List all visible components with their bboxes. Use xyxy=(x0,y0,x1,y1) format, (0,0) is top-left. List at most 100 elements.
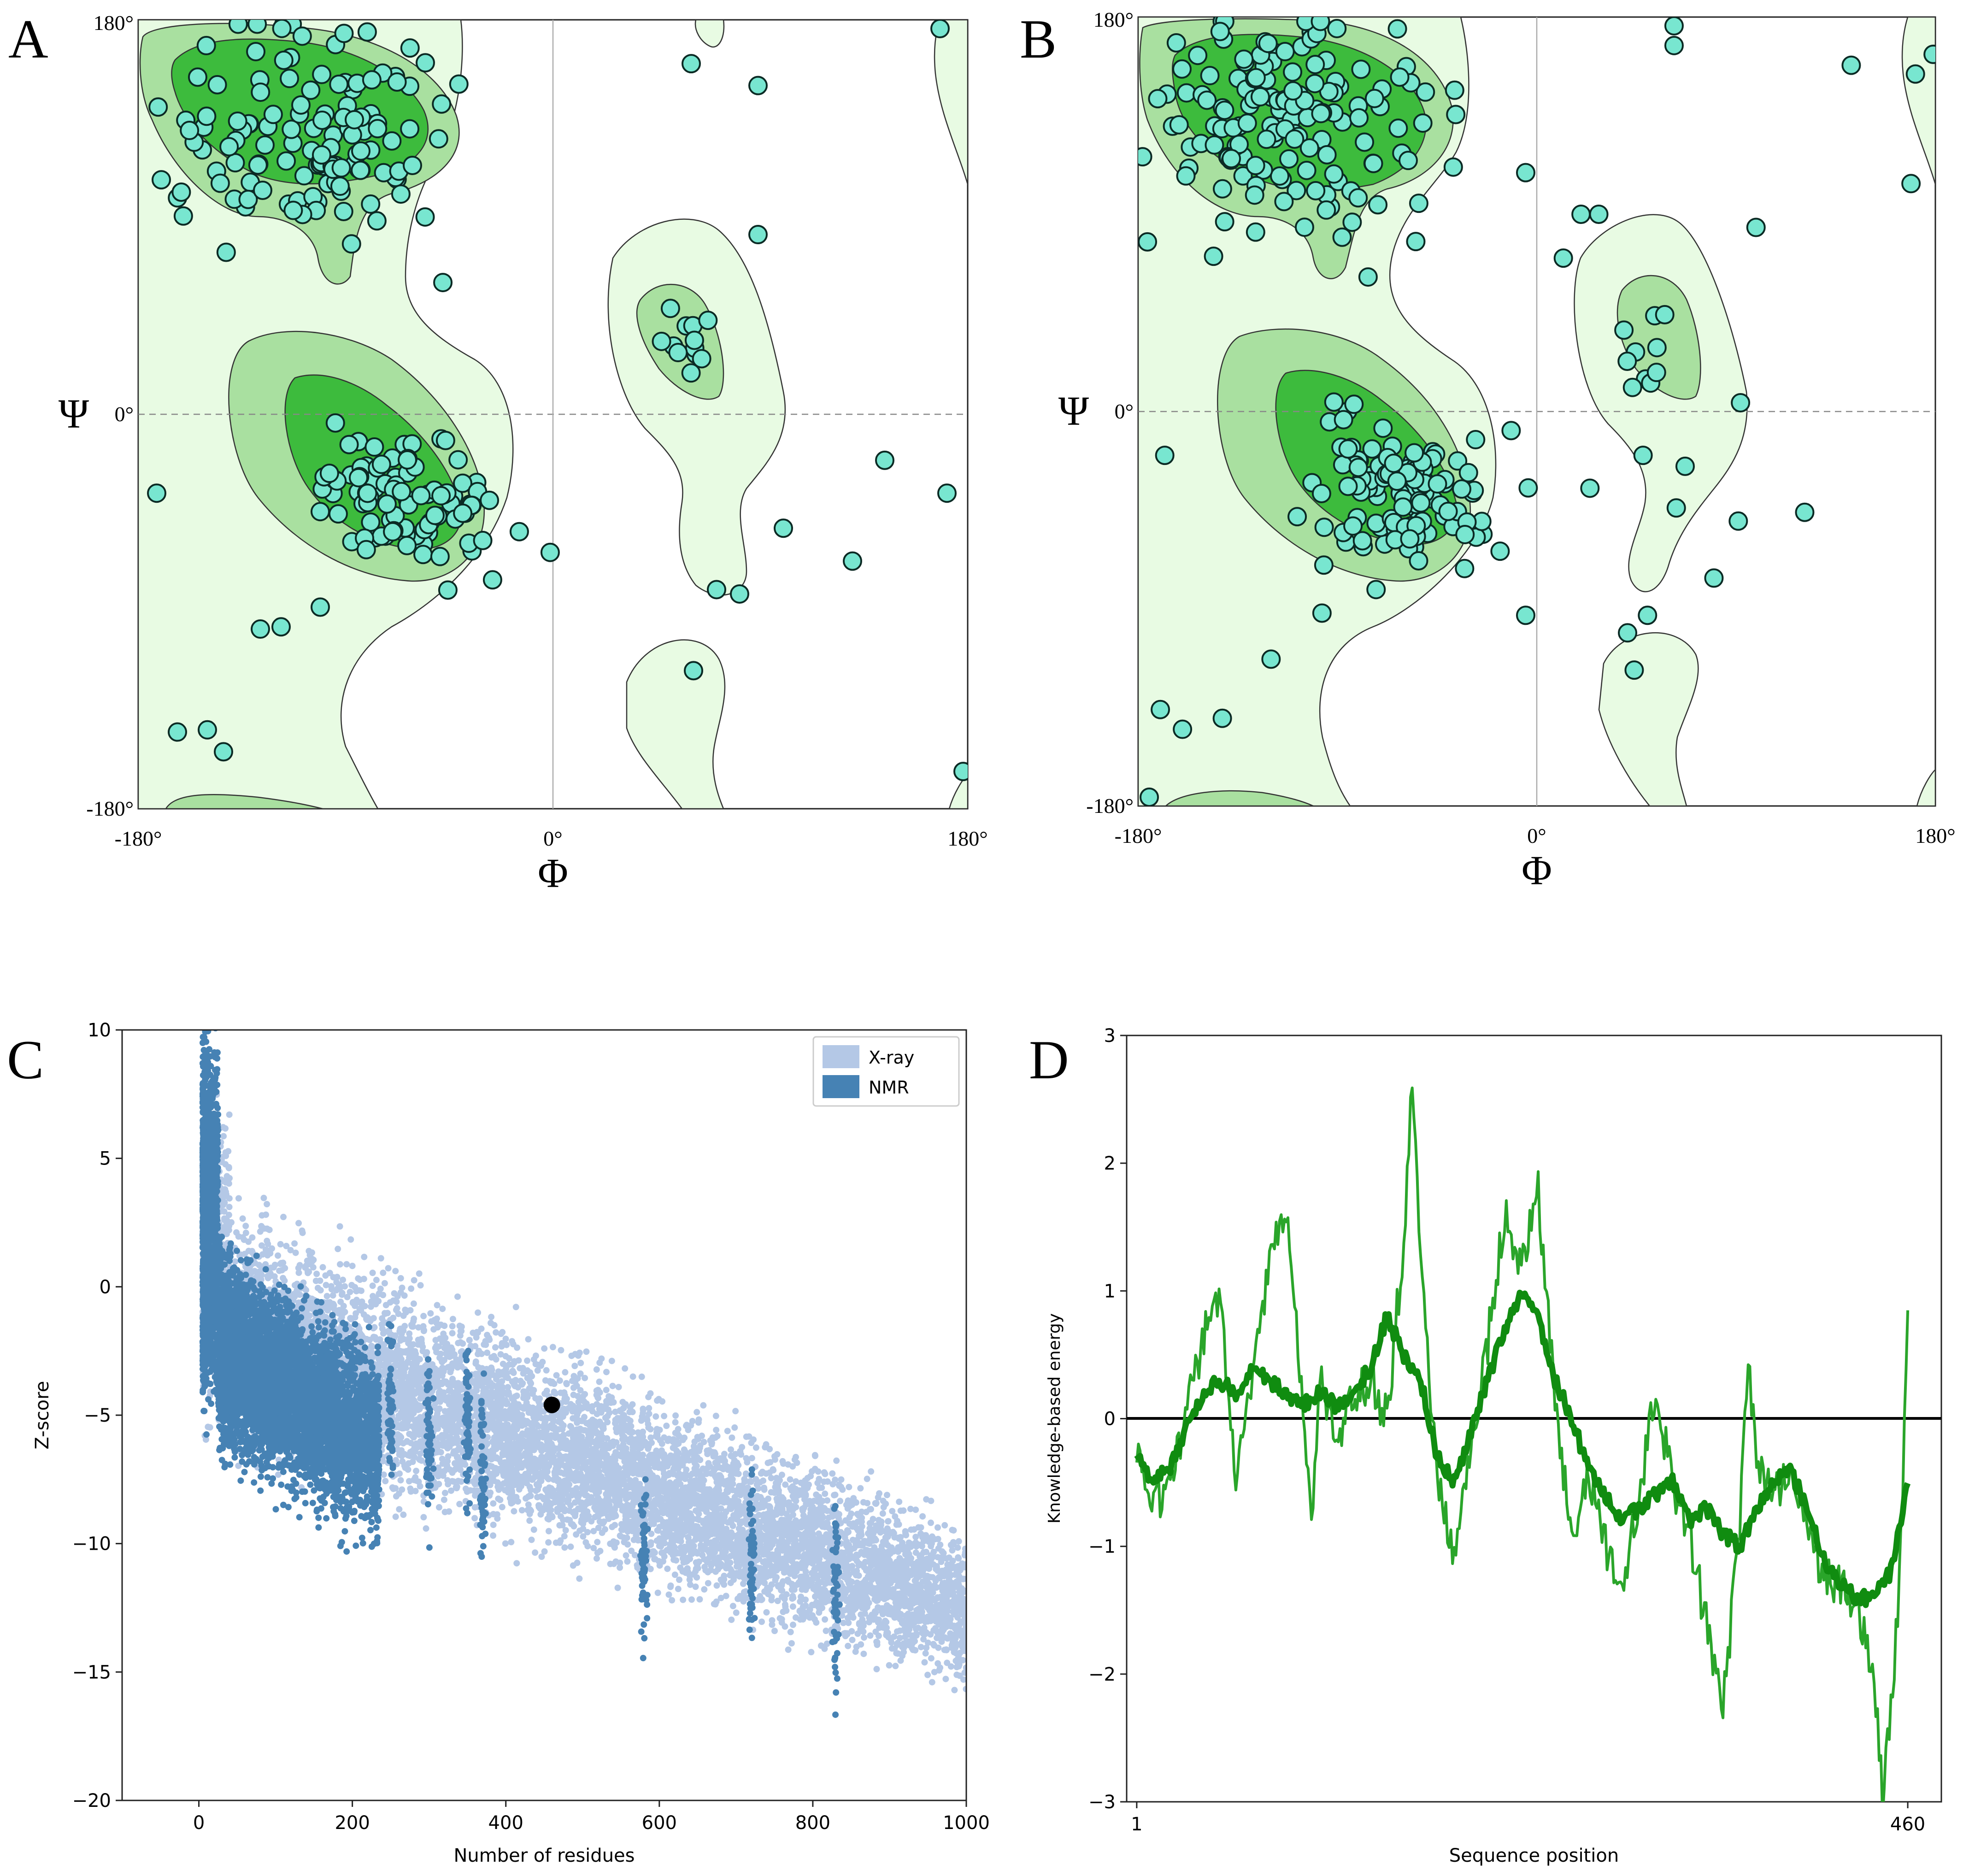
ramachandran-point xyxy=(225,153,245,173)
ramachandran-point xyxy=(1314,518,1334,537)
xray-point xyxy=(343,1261,350,1268)
ramachandran-point xyxy=(152,170,171,190)
xray-point xyxy=(512,1304,519,1311)
xray-point xyxy=(953,1671,960,1678)
xray-point xyxy=(435,1504,442,1511)
ramachandran-point xyxy=(1274,192,1294,212)
ramachandran-point xyxy=(1261,649,1281,669)
ramachandran-point xyxy=(387,72,407,92)
xray-point xyxy=(381,1280,388,1287)
ramachandran-point xyxy=(1466,430,1486,450)
ramachandran-point xyxy=(1731,393,1751,412)
ramachandran-point xyxy=(449,74,469,94)
xray-point xyxy=(612,1558,619,1565)
ramachandran-point xyxy=(253,181,273,200)
ramachandran-point xyxy=(1411,493,1431,513)
xray-point xyxy=(622,1365,629,1372)
ramachandran-point xyxy=(681,363,701,383)
xray-point xyxy=(340,1276,347,1283)
ramachandran-point xyxy=(1349,108,1369,128)
ramachandran-point xyxy=(271,617,291,637)
panel-a-region-outer-4 xyxy=(934,20,968,185)
ramachandran-point xyxy=(1317,145,1337,165)
ramachandran-point xyxy=(1624,660,1644,680)
ramachandran-point xyxy=(1212,179,1232,199)
panel-b-ramachandran: B 180° 0° -180° -180° 0° 180° Φ Ψ xyxy=(1020,8,1956,894)
xray-point xyxy=(849,1636,856,1643)
xray-point xyxy=(488,1313,495,1320)
xray-point xyxy=(553,1372,560,1379)
ramachandran-point xyxy=(1338,439,1358,459)
xray-point xyxy=(873,1666,880,1673)
ramachandran-point xyxy=(1387,19,1407,39)
ramachandran-point xyxy=(397,535,417,555)
panel-a-xtick-left: -180° xyxy=(115,827,162,850)
ramachandran-point xyxy=(1275,41,1295,61)
panel-a-region-outer-5 xyxy=(694,20,725,48)
xray-point xyxy=(502,1335,509,1342)
xray-point xyxy=(583,1348,590,1355)
ramachandran-point xyxy=(1516,606,1535,625)
xray-point xyxy=(439,1306,446,1312)
ramachandran-point xyxy=(1250,87,1270,107)
ramachandran-point xyxy=(1428,474,1447,494)
ramachandran-point xyxy=(1212,708,1232,728)
ramachandran-point xyxy=(1704,568,1724,588)
ramachandran-point xyxy=(173,206,193,226)
xray-point xyxy=(392,1513,399,1520)
ramachandran-point xyxy=(937,483,957,503)
ramachandran-point xyxy=(397,450,417,470)
ramachandran-point xyxy=(310,502,330,522)
ramachandran-point xyxy=(357,22,377,42)
ramachandran-point xyxy=(415,207,435,227)
ramachandran-point xyxy=(1344,394,1364,414)
ramachandran-point xyxy=(1409,551,1428,570)
panel-b-region-lalpha-mid xyxy=(1616,275,1701,400)
ramachandran-point xyxy=(198,720,217,740)
ramachandran-point xyxy=(312,145,331,165)
ramachandran-point xyxy=(197,106,217,126)
xray-point xyxy=(242,1223,249,1229)
ramachandran-point xyxy=(248,155,268,175)
ramachandran-point xyxy=(171,182,191,202)
ramachandran-point xyxy=(540,542,560,562)
ramachandran-point xyxy=(358,483,377,503)
ramachandran-point xyxy=(1518,478,1538,498)
xray-point xyxy=(509,1368,516,1375)
panel-b-points xyxy=(1138,17,1935,806)
ramachandran-point xyxy=(1905,64,1925,84)
ramachandran-point xyxy=(312,110,332,130)
xray-point xyxy=(694,1574,700,1581)
ramachandran-point xyxy=(1901,174,1921,194)
xray-point xyxy=(361,1253,368,1260)
ramachandran-point xyxy=(196,35,216,55)
ramachandran-point xyxy=(331,158,351,178)
ramachandran-point xyxy=(1246,68,1266,88)
ramachandran-point xyxy=(509,522,529,541)
xray-point xyxy=(277,1241,284,1248)
ramachandran-point xyxy=(1138,147,1152,167)
ramachandran-point xyxy=(1257,129,1276,149)
ramachandran-point xyxy=(228,20,248,34)
ramachandran-point xyxy=(341,234,361,254)
xray-point xyxy=(664,1565,671,1572)
ramachandran-point xyxy=(351,141,371,161)
ramachandran-point xyxy=(1148,89,1168,109)
ramachandran-point xyxy=(1666,498,1686,518)
ramachandran-point xyxy=(1923,44,1935,64)
panel-b-ytick-bottom: -180° xyxy=(1086,794,1134,817)
xray-point xyxy=(798,1594,805,1600)
panel-b-region-outer-5 xyxy=(1916,769,1935,806)
ramachandran-point xyxy=(1580,478,1600,498)
ramachandran-point xyxy=(377,494,397,514)
ramachandran-point xyxy=(1285,129,1305,149)
xray-point xyxy=(888,1639,895,1646)
ramachandran-point xyxy=(1188,46,1208,65)
ramachandran-point xyxy=(429,129,448,149)
ramachandran-point xyxy=(1400,529,1420,549)
ramachandran-point xyxy=(251,619,270,639)
xray-point xyxy=(896,1498,903,1505)
xray-point xyxy=(472,1343,479,1350)
ramachandran-point xyxy=(1368,195,1388,215)
ramachandran-point xyxy=(1416,82,1435,102)
